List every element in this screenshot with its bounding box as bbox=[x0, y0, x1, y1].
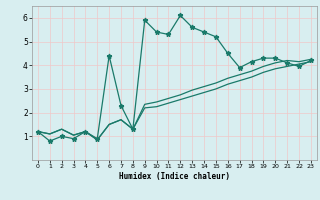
X-axis label: Humidex (Indice chaleur): Humidex (Indice chaleur) bbox=[119, 172, 230, 181]
